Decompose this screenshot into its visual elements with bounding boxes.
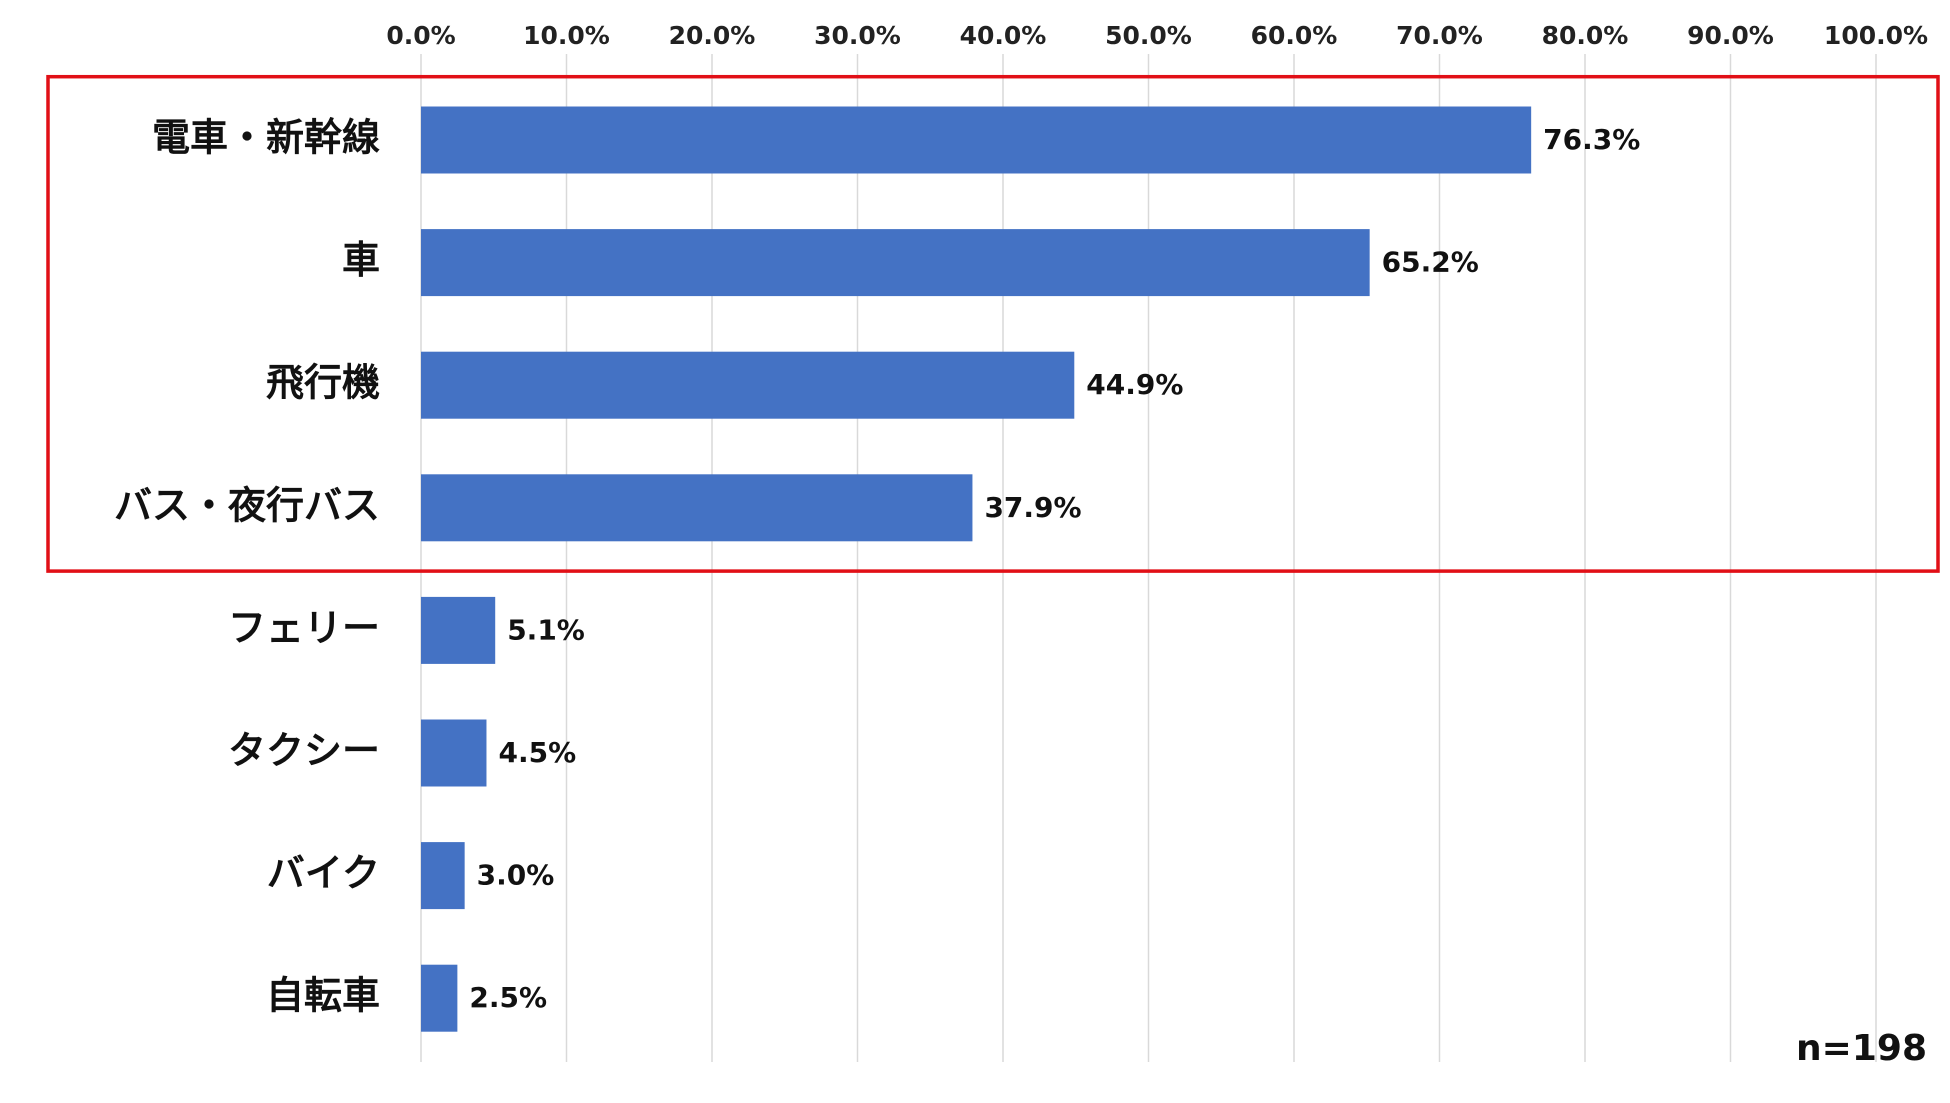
category-label: フェリー xyxy=(228,606,380,650)
category-label: 自転車 xyxy=(266,974,380,1018)
value-label: 37.9% xyxy=(984,491,1081,524)
category-label: バイク xyxy=(267,851,380,895)
category-label: 飛行機 xyxy=(266,361,380,405)
value-label: 4.5% xyxy=(498,736,576,769)
value-label: 65.2% xyxy=(1382,246,1479,279)
bar xyxy=(421,474,973,542)
value-label: 44.9% xyxy=(1086,368,1183,401)
x-tick-label: 0.0% xyxy=(386,21,455,50)
x-tick-label: 30.0% xyxy=(814,21,901,50)
value-label: 76.3% xyxy=(1543,123,1640,156)
x-tick-label: 60.0% xyxy=(1251,21,1338,50)
x-tick-label: 50.0% xyxy=(1105,21,1192,50)
x-tick-label: 10.0% xyxy=(523,21,610,50)
category-label: タクシー xyxy=(228,729,380,773)
x-tick-label: 70.0% xyxy=(1396,21,1483,50)
value-label: 3.0% xyxy=(477,859,555,892)
x-tick-label: 100.0% xyxy=(1824,21,1928,50)
bar xyxy=(421,596,496,664)
bar xyxy=(421,229,1370,297)
x-tick-label: 20.0% xyxy=(669,21,756,50)
category-label: 車 xyxy=(342,238,380,282)
category-label: バス・夜行バス xyxy=(114,483,380,527)
x-tick-label: 40.0% xyxy=(960,21,1047,50)
bar xyxy=(421,842,465,910)
sample-size-note: n=198 xyxy=(1796,1028,1927,1069)
x-tick-label: 90.0% xyxy=(1687,21,1774,50)
bar xyxy=(421,964,458,1032)
value-label: 5.1% xyxy=(507,613,585,646)
bar xyxy=(421,351,1075,419)
category-label: 電車・新幹線 xyxy=(152,116,380,160)
x-tick-label: 80.0% xyxy=(1542,21,1629,50)
bar xyxy=(421,106,1532,174)
value-label: 2.5% xyxy=(469,981,547,1014)
highlight-box xyxy=(46,74,1940,573)
bar xyxy=(421,719,487,787)
